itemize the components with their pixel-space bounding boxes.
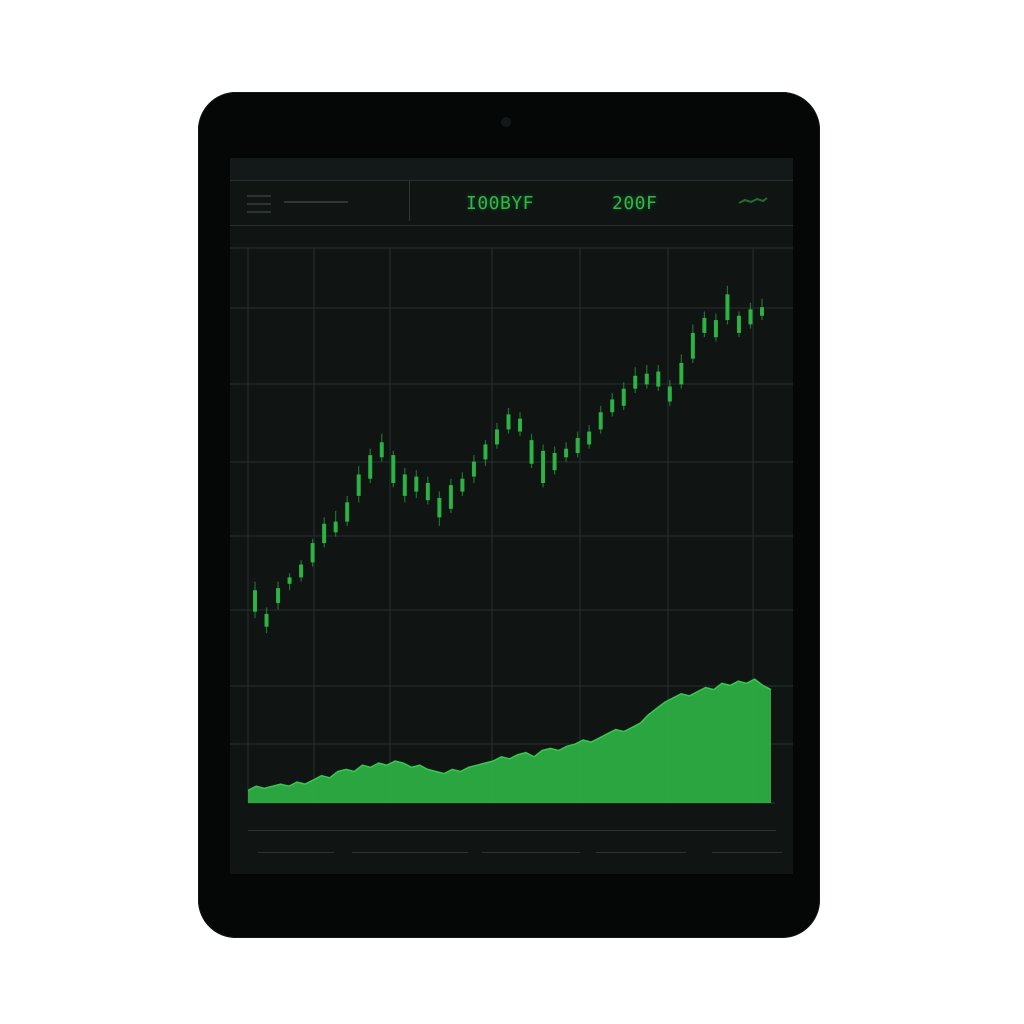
candle-body bbox=[425, 483, 430, 501]
candle-body bbox=[736, 315, 741, 333]
candle-body bbox=[460, 478, 465, 492]
toolbar-title-placeholder bbox=[284, 201, 348, 203]
candle-body bbox=[518, 418, 523, 432]
chart-toolbar: I00BYF 200F bbox=[230, 181, 793, 226]
price-chart-panel bbox=[230, 226, 793, 826]
price-chart bbox=[230, 247, 793, 804]
menu-icon-line bbox=[247, 203, 271, 205]
tablet-device: I00BYF 200F bbox=[198, 92, 820, 938]
candle-body bbox=[713, 320, 718, 338]
candlestick-chart bbox=[253, 285, 764, 634]
candle-body bbox=[494, 429, 499, 445]
footer-label-placeholder bbox=[712, 852, 782, 853]
menu-icon[interactable] bbox=[247, 193, 271, 215]
volume-area bbox=[248, 679, 771, 803]
candle-body bbox=[437, 498, 442, 518]
price-readout-primary: I00BYF bbox=[466, 193, 535, 214]
candle-body bbox=[610, 399, 615, 413]
menu-icon-line bbox=[247, 195, 271, 197]
candle-body bbox=[587, 431, 592, 445]
candle-body bbox=[760, 307, 764, 316]
candle-body bbox=[598, 412, 603, 430]
candle-body bbox=[575, 437, 580, 453]
footer-label-placeholder bbox=[258, 852, 334, 853]
candle-body bbox=[667, 386, 672, 402]
candle-body bbox=[414, 476, 419, 492]
candle-body bbox=[322, 523, 327, 544]
candle-body bbox=[621, 388, 626, 406]
chart-footer bbox=[230, 826, 793, 874]
candle-body bbox=[506, 414, 511, 430]
candle-body bbox=[333, 521, 338, 533]
candle-body bbox=[633, 375, 638, 389]
candle-body bbox=[253, 590, 257, 612]
candle-body bbox=[356, 474, 361, 496]
candle-body bbox=[702, 317, 707, 333]
candle-body bbox=[287, 577, 292, 584]
candle-body bbox=[725, 294, 730, 321]
candle-body bbox=[448, 485, 453, 509]
toolbar-divider bbox=[409, 181, 410, 221]
candle-body bbox=[299, 564, 304, 578]
candle-body bbox=[345, 502, 350, 522]
candle-body bbox=[564, 448, 569, 458]
menu-icon-line bbox=[247, 211, 271, 213]
volume-area-outline bbox=[247, 678, 772, 792]
signal-icon bbox=[738, 197, 768, 204]
trading-screen: I00BYF 200F bbox=[230, 158, 793, 874]
status-bar bbox=[230, 158, 793, 181]
candle-body bbox=[644, 373, 649, 385]
candle-body bbox=[264, 613, 269, 627]
candle-body bbox=[679, 362, 684, 385]
candle-body bbox=[471, 461, 476, 477]
candle-body bbox=[391, 455, 396, 484]
footer-label-placeholder bbox=[352, 852, 468, 853]
candle-body bbox=[541, 450, 546, 484]
candle-body bbox=[690, 332, 695, 359]
candle-body bbox=[529, 440, 534, 464]
footer-label-placeholder bbox=[596, 852, 686, 853]
price-readout-secondary: 200F bbox=[612, 193, 658, 214]
footer-divider bbox=[248, 830, 776, 831]
volume-area-chart bbox=[247, 678, 772, 803]
candle-body bbox=[310, 543, 315, 563]
candle-body bbox=[379, 442, 384, 458]
candle-body bbox=[656, 371, 661, 387]
candle-body bbox=[368, 455, 373, 479]
candle-body bbox=[276, 588, 281, 604]
front-camera bbox=[501, 117, 511, 127]
footer-label-placeholder bbox=[482, 852, 580, 853]
candle-body bbox=[483, 444, 488, 460]
candle-body bbox=[748, 309, 753, 325]
candle-body bbox=[552, 453, 557, 471]
candle-body bbox=[402, 474, 407, 496]
